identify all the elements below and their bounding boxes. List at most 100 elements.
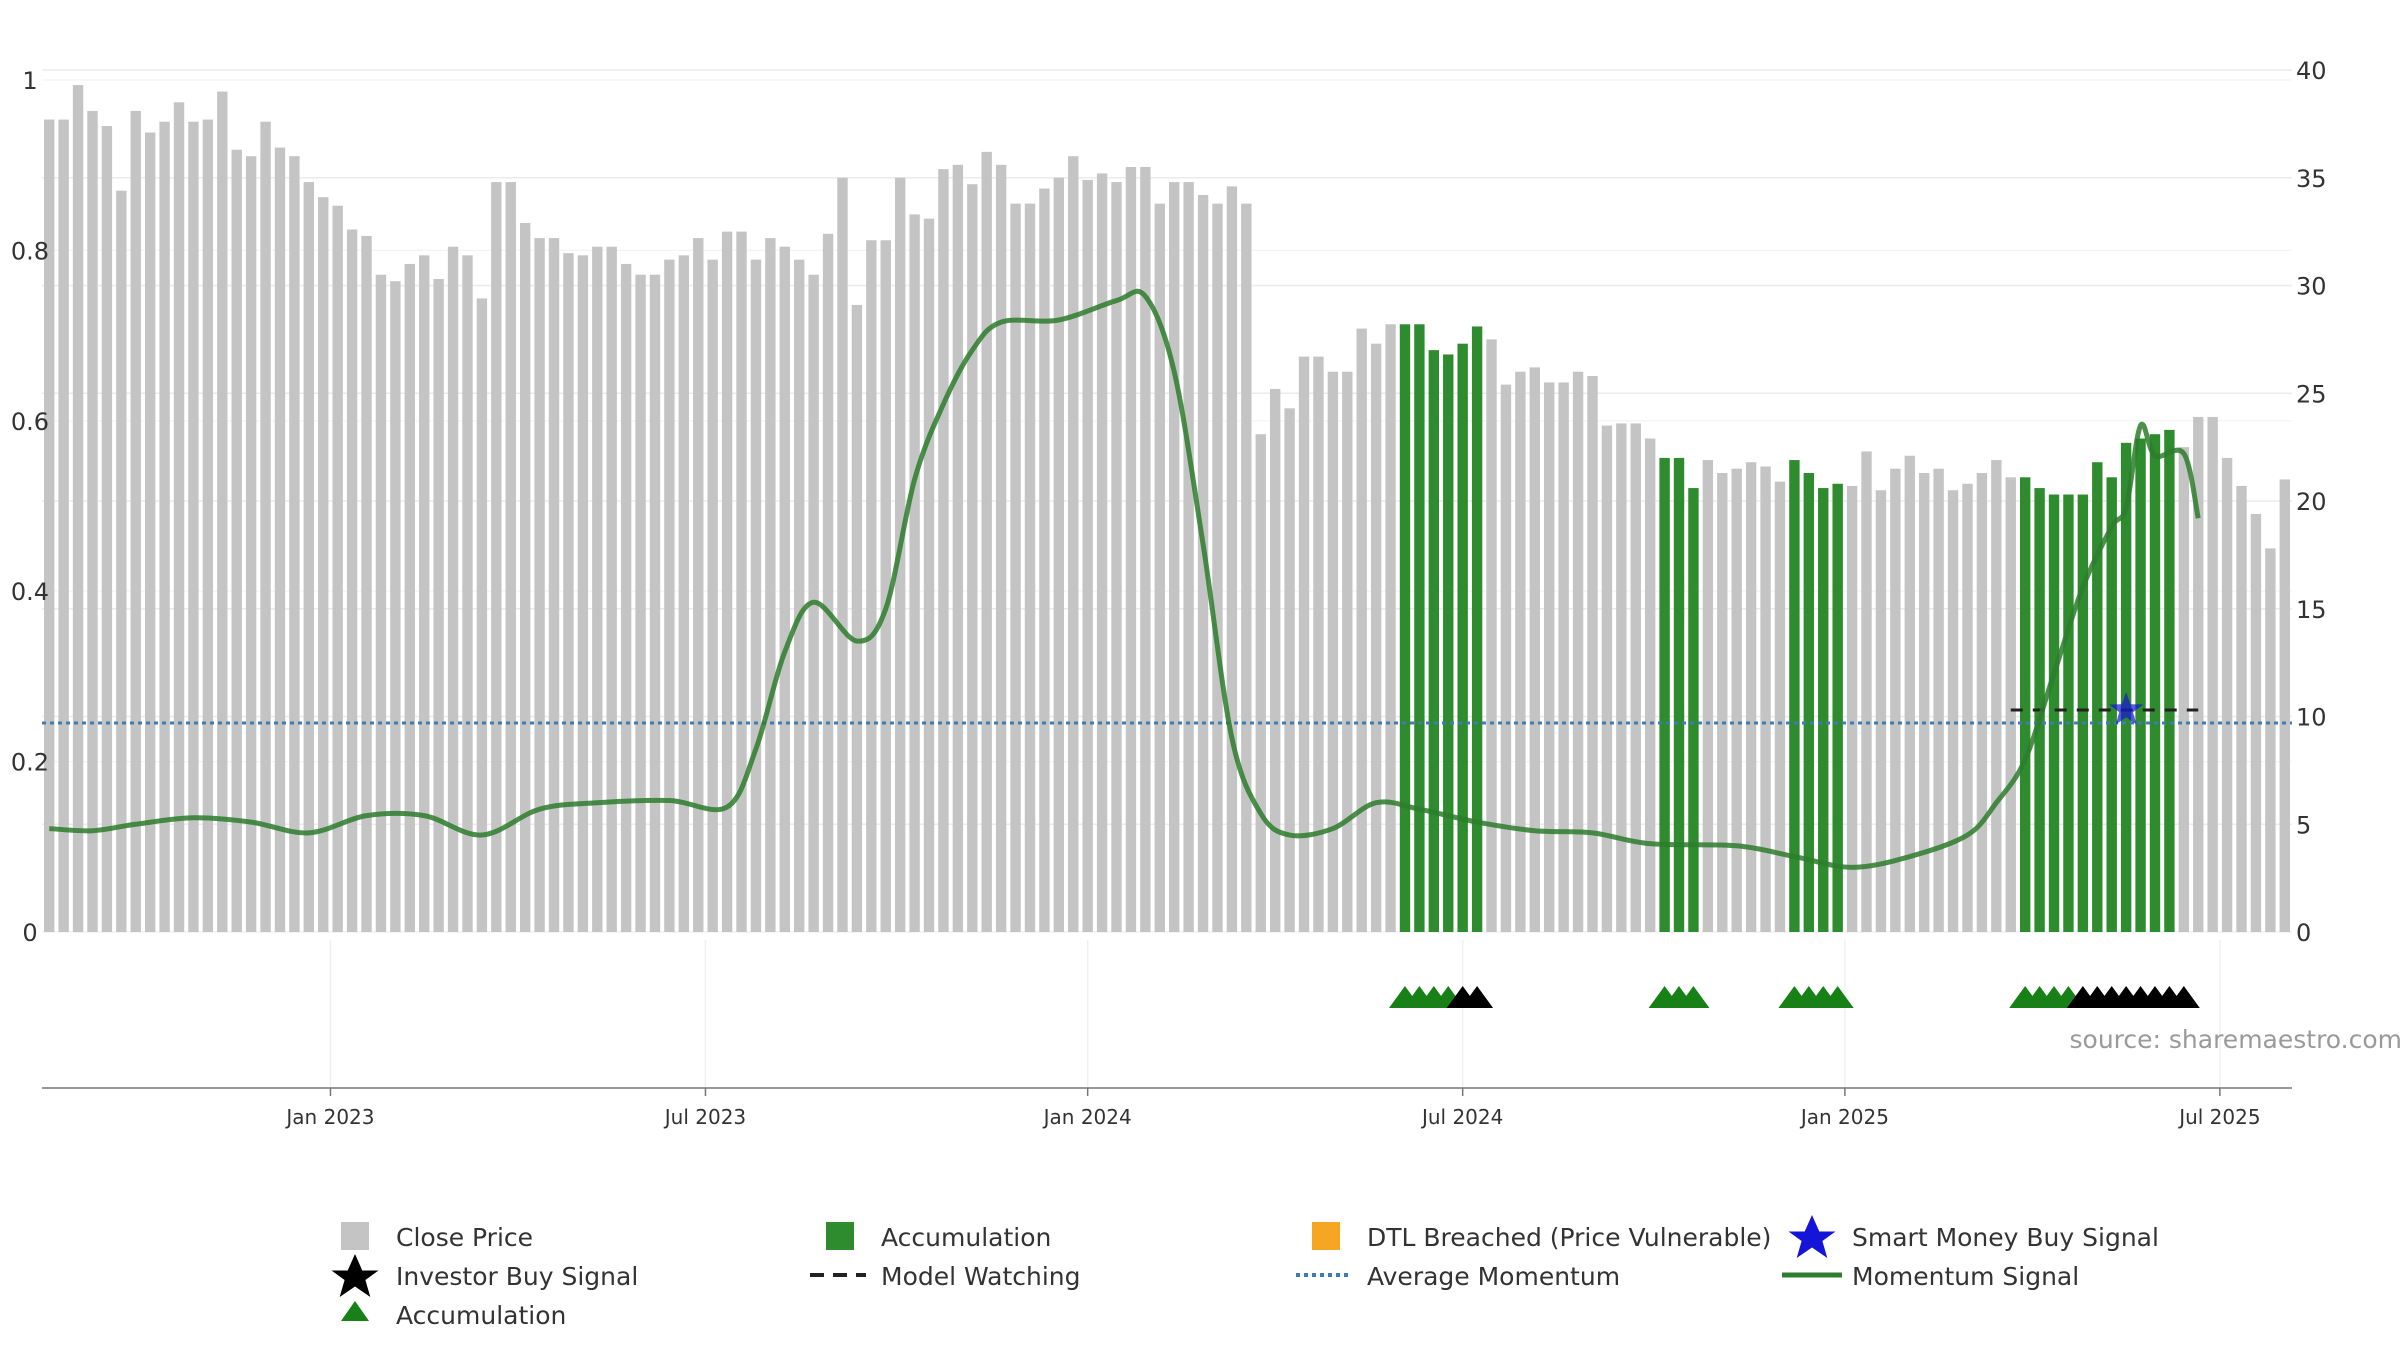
close-price-bar [837, 177, 848, 932]
accumulation-bar [1399, 324, 1411, 932]
accumulation-triangle-icon [1821, 986, 1854, 1008]
accumulation-bar [1832, 483, 1843, 932]
close-price-bar [519, 223, 531, 932]
close-price-bar [1587, 376, 1598, 932]
close-price-bar [404, 263, 415, 932]
legend-momentum-signal: Momentum Signal [1852, 1262, 2079, 1291]
close-price-bar [72, 85, 84, 932]
accumulation-bar [1818, 488, 1829, 932]
close-price-bar [505, 182, 516, 932]
close-price-bar [419, 255, 430, 932]
right-axis-tick-label: 10 [2296, 704, 2327, 732]
close-price-bar [1313, 356, 1324, 932]
close-price-bar [1774, 481, 1786, 932]
close-price-bar [620, 263, 632, 932]
close-price-bar [2279, 479, 2290, 932]
close-price-bar [2005, 477, 2016, 932]
close-price-bar [1486, 339, 1497, 932]
close-price-bar [447, 246, 459, 932]
close-price-bar [2265, 548, 2276, 932]
legend-accumulation-bar-swatch [826, 1222, 854, 1250]
close-price-bar [866, 240, 877, 932]
close-price-bar [534, 238, 545, 933]
close-price-bar [1515, 371, 1526, 932]
source-label: source: sharemaestro.com [2070, 1025, 2400, 1054]
close-price-bar [1500, 384, 1512, 932]
close-price-bar [1572, 371, 1584, 932]
close-price-bar [981, 151, 992, 932]
close-price-bar [202, 119, 214, 932]
close-price-bar [1269, 388, 1281, 932]
gridlines [42, 69, 2292, 1088]
legend-dtl-swatch [1312, 1222, 1340, 1250]
accumulation-bar [2077, 494, 2089, 932]
left-axis-tick-label: 0.8 [11, 237, 49, 265]
accumulation-bar [2063, 494, 2074, 932]
close-price-bar [707, 259, 718, 932]
close-price-bar [736, 231, 747, 932]
accumulation-bar [1659, 457, 1670, 932]
right-axis-tick-label: 25 [2296, 380, 2327, 408]
close-price-bar [1529, 367, 1540, 932]
close-price-bar [245, 156, 257, 932]
x-axis-tick-label: Jul 2023 [663, 1105, 746, 1129]
legend-investor-buy-star-icon [331, 1254, 379, 1297]
x-axis-tick-label: Jul 2025 [2177, 1105, 2260, 1129]
legend-close-price-swatch [341, 1222, 369, 1250]
signal-markers [1388, 692, 2200, 1008]
close-price-bar [346, 229, 358, 933]
close-price-bar [231, 149, 242, 933]
indicator-lines [42, 288, 2292, 870]
accumulation-bar [2120, 442, 2132, 932]
right-axis-tick-label: 40 [2296, 57, 2327, 85]
close-price-bar [1183, 182, 1194, 932]
close-price-bar [995, 164, 1007, 932]
right-axis-tick-label: 0 [2296, 919, 2311, 947]
close-price-bar [173, 102, 185, 932]
close-price-bar [159, 121, 170, 933]
legend-model-watching: Model Watching [881, 1262, 1081, 1291]
right-axis-tick-label: 35 [2296, 165, 2327, 193]
close-price-bar [1212, 203, 1223, 933]
close-price-bar [1933, 468, 1944, 932]
close-price-bar [1298, 356, 1310, 932]
close-price-bar [303, 182, 315, 932]
close-price-bar [1053, 177, 1065, 932]
close-price-bar [1904, 455, 1915, 932]
close-price-bar [1717, 472, 1728, 932]
legend-average-momentum: Average Momentum [1367, 1262, 1620, 1291]
close-price-bar [606, 246, 617, 932]
accumulation-bar [1673, 457, 1685, 932]
smart-money-star-icon [2109, 692, 2144, 725]
close-price-bar [1644, 438, 1656, 932]
close-price-bar [635, 274, 646, 933]
accumulation-bar [1414, 324, 1425, 932]
close-price-bar [130, 110, 141, 932]
close-price-bar [1356, 328, 1367, 933]
close-price-bar [880, 240, 891, 932]
close-price-bar [1875, 490, 1887, 932]
close-price-bar [794, 259, 805, 932]
close-price-bar [2207, 416, 2218, 933]
close-price-bar [433, 279, 444, 932]
close-price-bar [563, 253, 574, 933]
legend-smart-money-star-icon [1788, 1215, 1836, 1258]
close-price-bar [476, 298, 488, 932]
close-price-bar [375, 274, 387, 933]
left-axis-tick-label: 1 [22, 67, 37, 95]
legend-accumulation-triangle: Accumulation [396, 1301, 566, 1330]
close-price-bar [390, 281, 401, 932]
close-price-bar [1601, 425, 1613, 932]
close-price-bar [952, 164, 964, 932]
close-price-bar [1861, 451, 1872, 932]
close-price-bar [1947, 490, 1959, 932]
close-price-bar [693, 238, 704, 933]
close-price-bar [1024, 203, 1036, 933]
close-price-bar [1096, 173, 1108, 932]
close-price-bar [1370, 343, 1382, 932]
close-price-bar [1976, 472, 1988, 932]
close-price-bar [1125, 166, 1137, 933]
close-price-bar [1962, 483, 1973, 932]
